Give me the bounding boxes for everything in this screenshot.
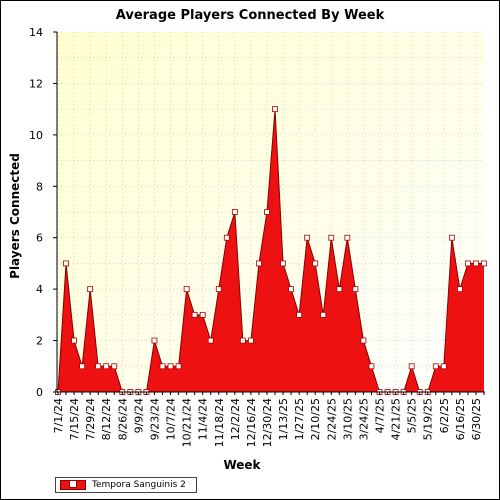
data-point <box>167 363 174 370</box>
x-tick-label: 5/5/25 <box>406 398 419 433</box>
x-tick-label: 10/7/24 <box>165 398 178 440</box>
y-tick-label: 6 <box>36 232 43 245</box>
gridlines <box>57 31 485 392</box>
x-tick-label: 8/26/24 <box>116 398 129 440</box>
data-point <box>71 337 77 344</box>
x-ticks: 7/1/24 7/15/24 7/29/24 8/12/24 8/26/24 9/9/24… <box>52 392 485 447</box>
data-point <box>344 234 351 241</box>
data-point <box>239 337 246 344</box>
data-point <box>103 363 110 370</box>
series-area-fill <box>58 109 484 392</box>
x-tick-label: 1/27/25 <box>293 398 306 440</box>
x-tick-label: 6/16/25 <box>454 398 467 440</box>
data-point <box>328 234 335 241</box>
x-tick-label: 2/10/25 <box>309 398 322 440</box>
y-tick-label: 14 <box>29 26 43 39</box>
data-point <box>159 363 166 370</box>
data-point <box>465 260 471 267</box>
x-tick-label: 3/24/25 <box>357 398 370 440</box>
data-point <box>456 286 463 293</box>
y-ticks: 0 2 4 6 8 10 12 14 <box>29 26 57 399</box>
y-tick-label: 12 <box>29 77 43 90</box>
data-point <box>280 260 286 267</box>
data-point <box>320 311 327 318</box>
x-tick-label: 12/30/24 <box>261 398 274 447</box>
x-tick-label: 7/29/24 <box>84 398 97 440</box>
data-point <box>79 363 86 370</box>
y-tick-label: 10 <box>29 129 43 142</box>
data-point <box>408 363 415 370</box>
legend-swatch <box>60 480 86 490</box>
legend: Tempora Sanguinis 2 <box>55 477 197 493</box>
data-point <box>151 337 158 344</box>
data-point <box>312 260 319 267</box>
data-point <box>481 260 487 267</box>
x-tick-label: 12/2/24 <box>229 398 242 440</box>
data-point <box>223 234 230 241</box>
data-point <box>183 286 190 293</box>
x-tick-label: 5/19/25 <box>422 398 435 440</box>
data-point <box>360 337 367 344</box>
x-tick-label: 7/15/24 <box>68 398 81 440</box>
data-point <box>304 234 311 241</box>
x-tick-label: 10/21/24 <box>181 398 194 447</box>
x-tick-label: 6/2/25 <box>438 398 451 433</box>
y-tick-label: 2 <box>36 335 43 348</box>
x-tick-label: 3/10/25 <box>341 398 354 440</box>
data-point <box>352 286 359 293</box>
data-point <box>264 209 270 215</box>
x-axis-label: Week <box>223 458 261 472</box>
data-point <box>432 363 439 370</box>
data-point <box>448 234 455 241</box>
data-point <box>87 286 94 293</box>
data-point <box>207 337 214 344</box>
x-tick-label: 12/16/24 <box>245 398 258 447</box>
x-tick-label: 7/1/24 <box>52 398 65 433</box>
data-point <box>63 260 69 267</box>
data-point <box>336 286 343 293</box>
data-point <box>231 209 238 215</box>
data-point <box>191 311 198 318</box>
data-point <box>256 260 262 267</box>
x-tick-label: 11/18/24 <box>213 398 226 447</box>
y-tick-label: 4 <box>36 283 43 296</box>
data-point <box>288 286 294 293</box>
x-tick-label: 4/7/25 <box>374 398 387 433</box>
x-tick-label: 9/9/24 <box>132 398 145 433</box>
x-tick-label: 11/4/24 <box>197 398 210 440</box>
x-tick-label: 2/24/25 <box>325 398 338 440</box>
data-point <box>199 311 206 318</box>
x-tick-label: 1/13/25 <box>277 398 290 440</box>
data-point <box>368 363 375 370</box>
x-tick-label: 4/21/25 <box>390 398 403 440</box>
data-point <box>215 286 222 293</box>
data-point <box>440 363 447 370</box>
data-point <box>248 337 254 344</box>
y-tick-label: 0 <box>36 386 43 399</box>
legend-label: Tempora Sanguinis 2 <box>92 480 186 490</box>
x-tick-label: 8/12/24 <box>100 398 113 440</box>
x-tick-label: 6/30/25 <box>470 398 483 440</box>
data-point <box>175 363 182 370</box>
data-point <box>111 363 118 370</box>
data-point <box>95 363 102 370</box>
data-point <box>296 311 303 318</box>
x-tick-label: 9/23/24 <box>148 398 161 440</box>
legend-marker-icon <box>69 480 77 488</box>
data-point <box>473 260 479 267</box>
data-point <box>272 106 278 113</box>
y-tick-label: 8 <box>36 180 43 193</box>
chart-title: Average Players Connected By Week <box>115 8 385 23</box>
